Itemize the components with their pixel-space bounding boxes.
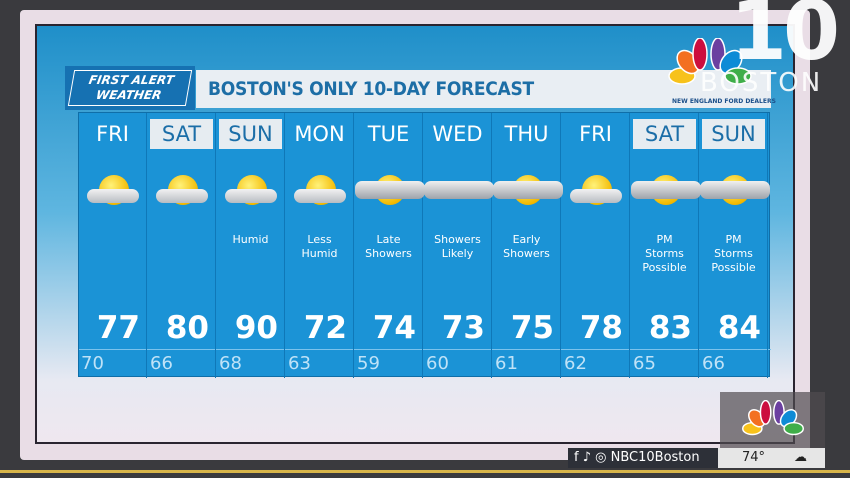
low-temp: 60: [426, 353, 449, 374]
low-temp: 68: [219, 353, 242, 374]
station-city: BOSTON: [700, 68, 823, 98]
condition-text: Humid: [232, 233, 269, 246]
sponsor-text: NEW ENGLAND FORD DEALERS: [672, 98, 776, 105]
high-temp: 80: [165, 310, 209, 346]
day-label: WED: [432, 122, 483, 146]
partly-cloudy-night-icon: ☁: [794, 450, 807, 465]
logo-line2: WEATHER: [94, 88, 163, 102]
low-temp: 66: [150, 353, 173, 374]
condition-text: Late Showers: [365, 233, 412, 260]
station-number: 10: [730, 0, 840, 79]
day-label: SAT: [633, 119, 696, 149]
forecast-day-column: THU Early Showers 75 61: [493, 113, 563, 378]
forecast-day-column: WED Showers Likely 73 60: [424, 113, 494, 378]
nbc-peacock-icon: [742, 400, 804, 436]
high-temp: 83: [648, 310, 692, 346]
day-label: TUE: [367, 122, 410, 146]
day-label: THU: [504, 122, 549, 146]
gold-rule: [0, 470, 850, 473]
forecast-day-column: SUN Humid 90 68: [217, 113, 285, 378]
high-temp: 75: [510, 310, 554, 346]
forecast-day-column: FRI 77 70: [79, 113, 147, 378]
first-alert-weather-logo: FIRST ALERT WEATHER: [65, 66, 195, 110]
low-temp: 61: [495, 353, 518, 374]
forecast-day-column: SAT 80 66: [148, 113, 216, 378]
low-temp: 70: [81, 353, 104, 374]
day-label: FRI: [579, 122, 612, 146]
sun-storms-icon: [700, 173, 770, 213]
high-temp: 78: [579, 310, 623, 346]
condition-text: Early Showers: [503, 233, 550, 260]
sun-showers-icon: [493, 173, 563, 213]
condition-text: PM Storms Possible: [711, 233, 756, 274]
day-label: SUN: [702, 119, 765, 149]
low-temp: 62: [564, 353, 587, 374]
day-label: SUN: [219, 119, 282, 149]
high-temp: 77: [96, 310, 140, 346]
condition-text: PM Storms Possible: [642, 233, 687, 274]
current-temp: 74°: [742, 450, 766, 465]
social-handle: NBC10Boston: [610, 450, 700, 465]
low-temp: 66: [702, 353, 725, 374]
social-icons: f ♪ ◎: [574, 450, 611, 465]
sun-showers-icon: [355, 173, 425, 213]
high-temp: 84: [717, 310, 761, 346]
forecast-day-column: SAT PM Storms Possible 83 65: [631, 113, 701, 378]
page-title: BOSTON'S ONLY 10-DAY FORECAST: [208, 78, 534, 100]
forecast-day-column: FRI 78 62: [562, 113, 630, 378]
showers-icon: [424, 173, 494, 213]
high-temp: 73: [441, 310, 485, 346]
low-temp: 59: [357, 353, 380, 374]
sun-storms-icon: [631, 173, 701, 213]
forecast-board: FRI 77 70 SAT 80 66 SUN Humid 90 68 MON Less Humid 7…: [78, 112, 771, 378]
nbc-peacock-icon: [668, 38, 752, 85]
partly-sunny-icon: [225, 173, 277, 213]
social-ticker: f ♪ ◎ NBC10Boston: [568, 448, 718, 468]
high-temp: 90: [234, 310, 278, 346]
day-label: FRI: [96, 122, 129, 146]
high-temp: 74: [372, 310, 416, 346]
partly-sunny-icon: [87, 173, 139, 213]
forecast-day-column: MON Less Humid 72 63: [286, 113, 354, 378]
day-label: MON: [294, 122, 345, 146]
day-label: SAT: [150, 119, 213, 149]
forecast-day-column: TUE Late Showers 74 59: [355, 113, 425, 378]
partly-sunny-icon: [156, 173, 208, 213]
logo-line1: FIRST ALERT: [87, 73, 176, 87]
low-temp-divider: [79, 349, 771, 350]
condition-text: Less Humid: [301, 233, 338, 260]
low-temp: 63: [288, 353, 311, 374]
condition-text: Showers Likely: [434, 233, 481, 260]
forecast-day-column: SUN PM Storms Possible 84 66: [700, 113, 770, 378]
nbc-bug: [720, 392, 825, 448]
high-temp: 72: [303, 310, 347, 346]
partly-sunny-icon: [570, 173, 622, 213]
partly-sunny-icon: [294, 173, 346, 213]
current-weather: 74° ☁: [718, 448, 825, 468]
low-temp: 65: [633, 353, 656, 374]
